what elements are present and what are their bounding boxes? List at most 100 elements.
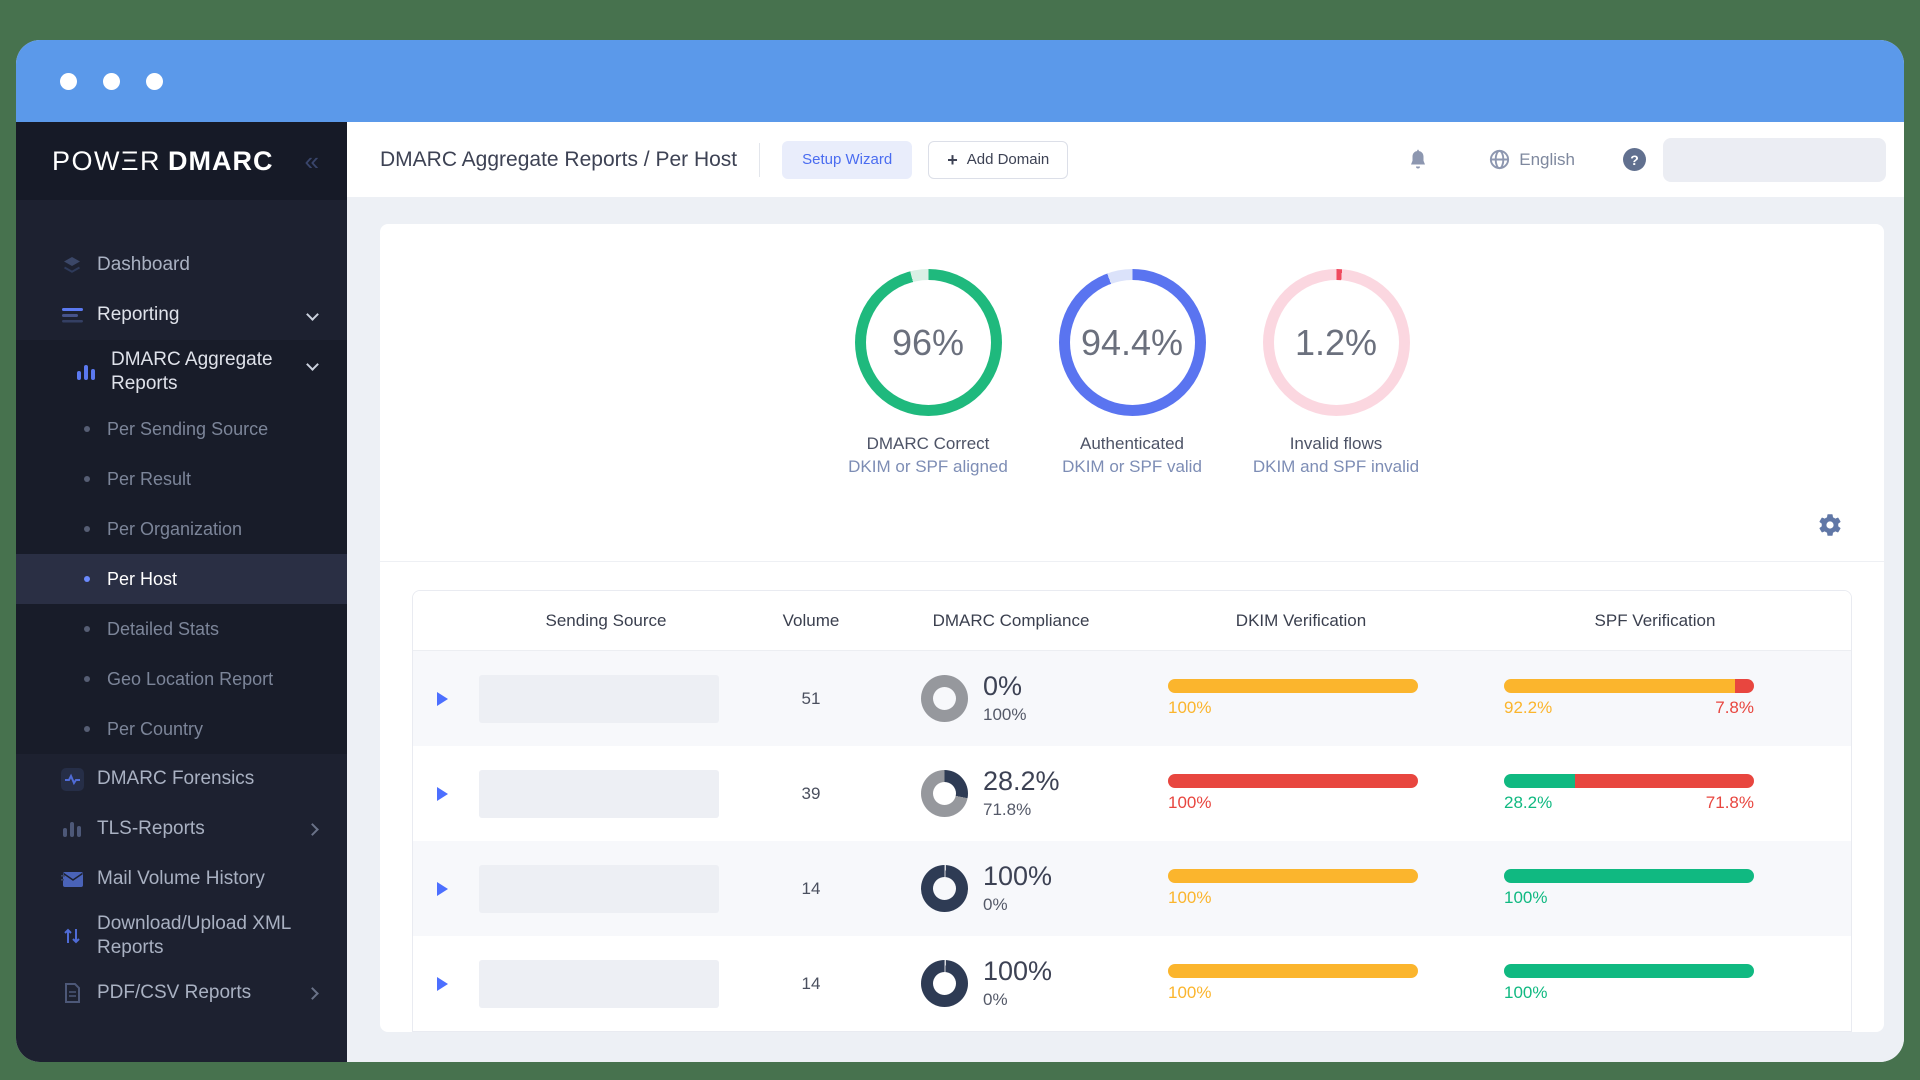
updown-icon [60, 926, 84, 946]
dmarc-compliance-cell: 0% 100% [881, 671, 1141, 725]
dkim-bar: 100% [1141, 964, 1461, 1003]
bullet-dot-icon [84, 476, 90, 482]
compliance-sub-value: 71.8% [983, 799, 1032, 819]
compliance-main-value: 28.2% [983, 766, 1060, 797]
expand-row-button[interactable] [436, 786, 448, 801]
sidebar-item-per-result[interactable]: Per Result [16, 454, 347, 504]
bar-label: 71.8% [1705, 793, 1754, 812]
sidebar-item-dashboard[interactable]: Dashboard [16, 240, 347, 290]
language-selector[interactable]: English [1488, 148, 1575, 171]
spf-bar-track [1504, 869, 1754, 883]
sidebar-item-label: Geo Location Report [107, 668, 274, 689]
donut-value: 96% [891, 321, 965, 363]
main-area: DMARC Aggregate Reports / Per Host Setup… [347, 122, 1904, 1062]
column-header-dmarc-compliance: DMARC Compliance [932, 610, 1090, 630]
compliance-sub-value: 0% [983, 989, 1008, 1009]
spf-bar-track [1504, 679, 1754, 693]
chevron-right-icon [306, 822, 319, 836]
bar-segment [1168, 964, 1418, 978]
sidebar-item-pdf-csv-reports[interactable]: PDF/CSV Reports [16, 968, 347, 1018]
compliance-donut [921, 770, 968, 817]
sidebar-item-dmarc-forensics[interactable]: DMARC Forensics [16, 754, 347, 804]
bar-label: 100% [1168, 888, 1212, 907]
bar-segment [1168, 774, 1418, 788]
sidebar-logo-band: POWΞR DMARC « [16, 122, 347, 200]
sidebar-collapse-icon[interactable]: « [304, 146, 319, 176]
window-control-dot[interactable] [103, 72, 120, 90]
dkim-bar-track [1168, 774, 1418, 788]
spf-bar: 92.2% 7.8% [1461, 679, 1849, 718]
donut-caption: Authenticated [1080, 434, 1184, 453]
dkim-bar-labels: 100% [1168, 698, 1418, 718]
bar-segment [1504, 964, 1754, 978]
dkim-bar: 100% [1141, 679, 1461, 718]
sidebar: POWΞR DMARC « Dashboard Reporting DMARC Agg… [16, 122, 347, 1062]
sidebar-item-per-country[interactable]: Per Country [16, 704, 347, 754]
spf-bar-track [1504, 774, 1754, 788]
sidebar-item-dmarc-aggregate-reports[interactable]: DMARC Aggregate Reports [16, 340, 347, 404]
dkim-bar: 100% [1141, 774, 1461, 813]
bar-label: 100% [1504, 983, 1548, 1002]
sidebar-item-detailed-stats[interactable]: Detailed Stats [16, 604, 347, 654]
mail-icon [60, 871, 84, 888]
expand-row-button[interactable] [436, 691, 448, 706]
notifications-bell-icon[interactable] [1406, 148, 1430, 172]
per-host-table: Sending Source Volume DMARC Compliance DKIM… [412, 590, 1852, 1032]
bar-label: 7.8% [1715, 698, 1754, 717]
title-divider [759, 142, 761, 177]
donut-caption: Invalid flows [1289, 434, 1383, 453]
compliance-sub-value: 100% [983, 704, 1027, 724]
spf-bar-track [1504, 964, 1754, 978]
bar-segment [1574, 774, 1754, 788]
account-box[interactable] [1663, 137, 1886, 182]
table-header-row: Sending Source Volume DMARC Compliance DKIM… [413, 591, 1851, 651]
compliance-text: 0% 100% [983, 671, 1027, 725]
bullet-dot-icon [84, 576, 90, 582]
sending-source-placeholder [479, 674, 719, 723]
sidebar-item-per-host[interactable]: Per Host [16, 554, 347, 604]
dkim-bar-track [1168, 679, 1418, 693]
summary-donut-dmarc-correct: 96% DMARC Correct DKIM or SPF aligned [840, 269, 1016, 479]
table-row: 14 100% 0% 100% 100% [413, 936, 1851, 1031]
bar-segment [1504, 774, 1575, 788]
spf-bar-labels: 92.2% 7.8% [1504, 698, 1754, 718]
sidebar-nav: Dashboard Reporting DMARC Aggregate Report… [16, 200, 347, 1018]
donut-ring: 94.4% [1058, 269, 1206, 416]
sidebar-item-mail-volume-history[interactable]: Mail Volume History [16, 854, 347, 904]
sidebar-item-reporting[interactable]: Reporting [16, 290, 347, 340]
sidebar-item-per-sending-source[interactable]: Per Sending Source [16, 404, 347, 454]
compliance-sub-value: 0% [983, 894, 1008, 914]
window-control-dot[interactable] [60, 72, 77, 90]
column-header-sending-source: Sending Source [545, 610, 667, 630]
sidebar-item-label: TLS-Reports [97, 818, 205, 840]
row-expand-cell [413, 691, 471, 706]
chevron-down-icon [306, 308, 319, 321]
help-icon[interactable]: ? [1623, 148, 1646, 171]
settings-gear-icon[interactable] [1818, 513, 1842, 537]
sidebar-item-geo-location-report[interactable]: Geo Location Report [16, 654, 347, 704]
sidebar-item-download-upload-xml-reports[interactable]: Download/Upload XML Reports [16, 904, 347, 968]
expand-row-button[interactable] [436, 976, 448, 991]
sidebar-item-label: PDF/CSV Reports [97, 982, 252, 1004]
setup-wizard-button[interactable]: Setup Wizard [782, 140, 913, 179]
spf-bar-labels: 28.2% 71.8% [1504, 793, 1754, 813]
logo-text: POWΞR [52, 145, 162, 176]
doc-icon [60, 983, 84, 1003]
topbar: DMARC Aggregate Reports / Per Host Setup… [347, 122, 1904, 197]
layers-icon [60, 254, 84, 276]
sidebar-item-per-organization[interactable]: Per Organization [16, 504, 347, 554]
expand-row-button[interactable] [436, 881, 448, 896]
compliance-donut [921, 675, 968, 722]
add-domain-button[interactable]: + Add Domain [928, 140, 1069, 179]
donut-value: 1.2% [1294, 321, 1378, 363]
window-control-dot[interactable] [146, 72, 163, 90]
content: 96% DMARC Correct DKIM or SPF aligned 94.4%… [347, 197, 1904, 1062]
sidebar-item-tls-reports[interactable]: TLS-Reports [16, 804, 347, 854]
sending-source-placeholder [479, 769, 719, 818]
logo-text-bold: DMARC [168, 145, 274, 176]
dmarc-compliance-cell: 100% 0% [881, 861, 1141, 915]
sidebar-item-label: DMARC Aggregate Reports [111, 349, 273, 394]
table-row: 14 100% 0% 100% 100% [413, 841, 1851, 936]
table-row: 51 0% 100% 100% 92.2% 7.8% [413, 651, 1851, 746]
bullet-dot-icon [84, 626, 90, 632]
